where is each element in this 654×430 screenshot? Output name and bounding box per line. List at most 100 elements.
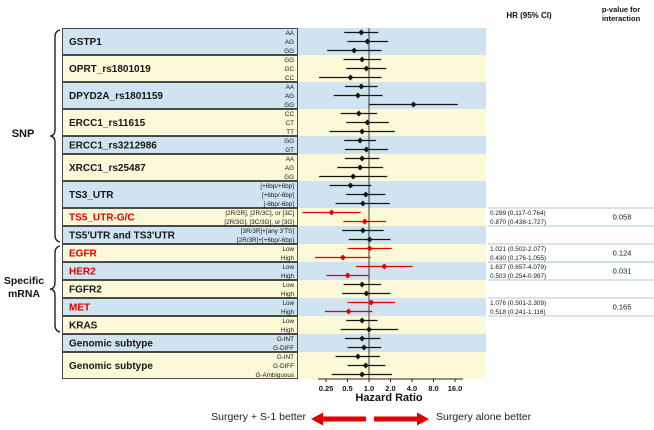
sub-label: TT — [286, 129, 294, 136]
row-stripe — [62, 109, 486, 136]
label-box — [62, 82, 298, 109]
label-box — [62, 109, 298, 136]
sub-label: High — [281, 255, 294, 262]
sub-label: AG — [285, 165, 294, 172]
sub-label: GG — [284, 174, 294, 181]
point-marker — [357, 137, 364, 144]
group-label: MET — [69, 303, 90, 314]
group-label: ERCC1_rs3212986 — [69, 141, 157, 152]
row-stripe — [62, 181, 486, 208]
row-stripe — [62, 316, 486, 334]
sub-label: AG — [285, 93, 294, 100]
label-box — [62, 334, 298, 352]
snp-section-label: SNP — [11, 128, 35, 140]
sub-label: G-INT — [277, 336, 294, 343]
left-arrow-label: Surgery + S-1 better — [211, 411, 306, 423]
sub-label: GG — [284, 48, 294, 55]
sub-label: AA — [286, 156, 295, 163]
sub-label: AG — [285, 39, 294, 46]
label-box — [62, 136, 298, 154]
point-marker — [410, 101, 417, 108]
pvalue-column-header: p-value for interaction — [601, 5, 641, 23]
point-marker — [363, 290, 370, 297]
sub-label: AA — [286, 30, 295, 37]
group-label: TS5_UTR-G/C — [69, 213, 135, 224]
specific-mrna-section-label: Specific mRNA — [3, 275, 45, 300]
sub-label: [+6bp/+6bp] — [260, 183, 294, 190]
sub-label: [+6bp/-6bp] — [262, 192, 294, 199]
group-label: KRAS — [69, 321, 98, 332]
label-box — [62, 154, 298, 181]
point-marker — [359, 371, 366, 378]
label-box — [62, 316, 298, 334]
sub-label: High — [281, 273, 294, 280]
group-label: DPYD2A_rs1801159 — [69, 91, 163, 102]
sub-label: [2R/2R], [2R/3C], or [3C] — [225, 210, 294, 217]
sub-label: Low — [282, 246, 294, 253]
x-tick-label: 0.25 — [319, 384, 334, 393]
group-label: ERCC1_rs11615 — [69, 118, 146, 129]
group-label: FGFR2 — [69, 285, 102, 296]
group-label: Genomic subtype — [69, 339, 153, 350]
point-marker — [354, 92, 361, 99]
sub-label: CC — [285, 111, 295, 118]
point-marker — [357, 164, 364, 171]
row-stripe — [62, 280, 486, 298]
point-marker — [366, 236, 373, 243]
point-marker — [359, 200, 366, 207]
point-marker — [328, 209, 335, 216]
point-marker — [359, 128, 366, 135]
point-marker — [362, 362, 369, 369]
sub-label: G-DIFF — [273, 345, 294, 352]
label-box — [62, 208, 298, 226]
hr-value: 0.430 (0.176-1.055) — [490, 255, 546, 262]
point-marker — [358, 83, 365, 90]
point-marker — [363, 65, 370, 72]
sub-label: GC — [285, 66, 295, 73]
label-box — [62, 298, 298, 316]
right-arrow-label: Surgery alone better — [436, 411, 532, 423]
row-stripe — [62, 244, 486, 262]
point-marker — [345, 308, 352, 315]
group-label: GSTP1 — [69, 37, 102, 48]
right-arrow-icon — [374, 412, 429, 426]
x-tick-label: 4.0 — [407, 384, 417, 393]
hr-value: 0.870 (0.438-1.727) — [490, 219, 546, 226]
sub-label: GT — [285, 147, 294, 154]
group-label: OPRT_rs1801019 — [69, 64, 151, 75]
row-stripe — [62, 352, 486, 379]
point-marker — [347, 74, 354, 81]
point-marker — [364, 119, 371, 126]
group-label: EGFR — [69, 249, 98, 260]
label-box — [62, 28, 298, 55]
point-marker — [344, 272, 351, 279]
point-marker — [363, 146, 370, 153]
sub-label: [3R/3R]+[any 3'TS] — [241, 228, 294, 235]
sub-label: G-DIFF — [273, 363, 294, 370]
sub-label: High — [281, 291, 294, 298]
hr-value: 1.637 (0.657-4.079) — [490, 264, 546, 271]
point-marker — [359, 335, 366, 342]
point-marker — [361, 218, 368, 225]
sub-label: G-INT — [277, 354, 294, 361]
sub-label: [2R/3G], [3C/3G], or [3G] — [224, 219, 294, 226]
sub-label: GG — [284, 57, 294, 64]
hr-value: 1.076 (0.501-2.309) — [490, 300, 546, 307]
label-box — [62, 352, 298, 379]
group-label: HER2 — [69, 267, 96, 278]
row-stripe — [62, 298, 486, 316]
label-box — [62, 244, 298, 262]
point-marker — [354, 353, 361, 360]
sub-label: G-Ambiguous — [256, 372, 295, 379]
sub-label: CT — [286, 120, 295, 127]
p-value: 0.124 — [613, 249, 632, 258]
sub-label: [-6bp/-6bp] — [264, 201, 295, 208]
row-stripe — [62, 55, 486, 82]
point-marker — [347, 182, 354, 189]
label-box — [62, 226, 298, 244]
p-value: 0.165 — [613, 303, 632, 312]
point-marker — [362, 191, 369, 198]
point-marker — [355, 110, 362, 117]
